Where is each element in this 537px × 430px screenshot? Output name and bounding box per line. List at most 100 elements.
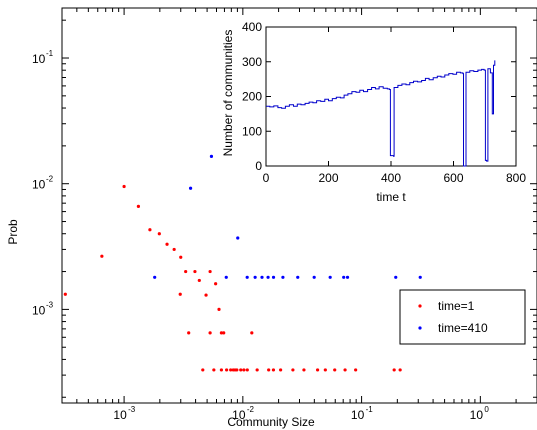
data-point-series-1: [245, 275, 249, 279]
data-point-series-0: [242, 368, 246, 372]
data-point-series-0: [136, 204, 141, 208]
data-point-series-0: [172, 247, 176, 252]
data-point-series-1: [224, 275, 228, 279]
data-point-series-0: [208, 269, 212, 274]
data-point-series-0: [204, 293, 208, 297]
main-y-tick-exponent: -1: [46, 49, 54, 58]
data-point-series-1: [394, 275, 398, 279]
data-point-series-0: [148, 228, 152, 232]
main-x-tick-label: 10: [470, 408, 484, 422]
data-point-series-0: [178, 292, 182, 296]
data-point-series-0: [184, 269, 188, 274]
legend: time=1 time=410: [399, 289, 526, 345]
data-point-series-0: [165, 242, 169, 246]
data-point-series-0: [271, 368, 276, 372]
data-point-series-0: [354, 368, 358, 372]
data-point-series-0: [333, 368, 337, 372]
legend-label-time-410: time=410: [438, 321, 488, 335]
data-point-series-0: [255, 368, 259, 372]
data-point-series-0: [157, 232, 161, 236]
data-point-series-0: [302, 368, 306, 372]
inset-x-tick-label: 800: [506, 171, 526, 185]
main-x-tick-exponent: 0: [484, 405, 489, 414]
main-y-tick-label: 10: [32, 178, 46, 192]
data-point-series-1: [418, 275, 422, 279]
data-point-series-0: [398, 368, 402, 372]
data-point-series-0: [239, 368, 243, 372]
inset-plot-frame: [265, 26, 517, 167]
data-point-series-0: [315, 368, 320, 372]
inset-y-tick-label: 300: [242, 55, 262, 69]
data-point-series-1: [312, 275, 316, 279]
data-point-series-1: [281, 275, 285, 279]
main-y-tick-exponent: -3: [46, 300, 54, 309]
main-y-tick-label: 10: [32, 52, 46, 66]
legend-marker-time-410: [418, 326, 422, 330]
data-point-series-0: [279, 368, 283, 372]
data-point-series-0: [235, 368, 239, 372]
inset-tick-labels: 0 200 400 600 800 0 100 200 300 400: [242, 20, 526, 185]
inset-series-line: [266, 60, 496, 167]
data-point-series-1: [209, 154, 214, 158]
legend-label-time-1: time=1: [438, 299, 475, 313]
data-point-series-1: [296, 275, 300, 279]
data-point-series-0: [323, 368, 327, 372]
inset-x-tick-label: 0: [263, 171, 270, 185]
data-point-series-0: [179, 255, 183, 259]
data-point-series-0: [193, 269, 197, 274]
data-point-series-1: [345, 275, 350, 279]
legend-box: [399, 289, 526, 345]
data-point-series-0: [225, 368, 229, 372]
data-point-series-1: [188, 186, 193, 190]
data-point-series-0: [343, 368, 347, 372]
inset-ticks: [265, 26, 517, 167]
data-point-series-0: [245, 368, 249, 372]
inset-y-tick-label: 400: [242, 20, 262, 34]
data-point-series-0: [217, 307, 221, 311]
data-point-series-1: [253, 275, 257, 279]
data-point-series-1: [153, 275, 157, 279]
inset-y-tick-label: 0: [255, 159, 262, 173]
data-point-series-0: [212, 368, 216, 372]
data-point-series-0: [222, 331, 226, 335]
data-point-series-0: [100, 254, 104, 258]
inset-y-axis-label: Number of communities: [221, 30, 235, 157]
data-point-series-0: [291, 368, 295, 372]
main-tick-labels: 10 -3 10 -2 10 -1 10 010 -310 -210 -1: [32, 49, 489, 422]
main-x-tick-label: 10: [351, 408, 365, 422]
main-x-tick-label: 10: [232, 408, 246, 422]
main-ticks: [61, 8, 537, 403]
data-point-series-0: [250, 331, 254, 335]
data-point-series-0: [201, 368, 205, 372]
data-point-series-1: [236, 236, 240, 240]
main-x-tick-exponent: -3: [128, 405, 136, 414]
data-point-series-0: [229, 368, 233, 372]
data-point-series-1: [342, 275, 346, 279]
data-point-series-0: [187, 331, 191, 335]
data-point-series-0: [208, 331, 212, 335]
main-y-axis-label: Prob: [6, 219, 20, 245]
data-point-series-1: [328, 275, 332, 279]
main-x-tick-exponent: -2: [247, 405, 255, 414]
main-data-points: [63, 154, 422, 372]
inset-x-axis-label: time t: [376, 190, 406, 204]
data-point-series-1: [266, 275, 270, 279]
inset-x-tick-label: 200: [318, 171, 338, 185]
inset-x-tick-label: 400: [381, 171, 401, 185]
data-point-series-0: [219, 368, 224, 372]
data-point-series-0: [197, 278, 201, 283]
main-x-tick-label: 10: [113, 408, 127, 422]
data-point-series-1: [260, 275, 264, 279]
data-point-series-0: [63, 292, 67, 296]
data-point-series-0: [267, 368, 271, 372]
data-point-series-0: [219, 331, 224, 335]
data-point-series-0: [392, 368, 396, 372]
data-point-series-0: [214, 282, 218, 286]
main-y-tick-label: 10: [32, 303, 46, 317]
main-x-tick-exponent: -1: [366, 405, 374, 414]
main-y-tick-exponent: -2: [46, 175, 54, 184]
data-point-series-0: [122, 184, 126, 189]
inset-y-tick-label: 200: [242, 90, 262, 104]
inset-x-tick-label: 600: [443, 171, 463, 185]
